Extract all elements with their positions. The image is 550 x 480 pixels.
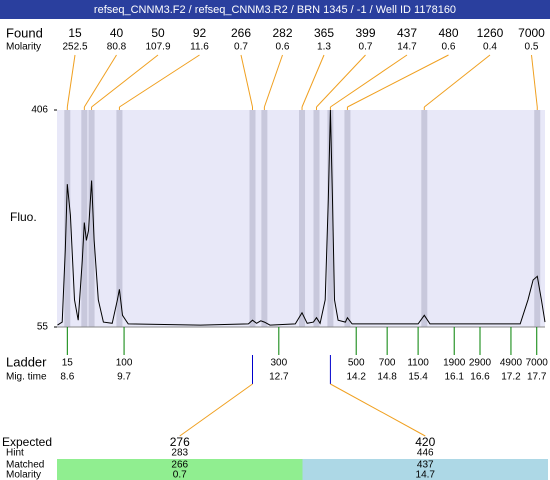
peak-band: [344, 110, 351, 327]
found-molarity: 0.7: [234, 42, 248, 53]
found-size: 1260: [477, 26, 504, 40]
ladder-size: 4900: [500, 358, 523, 369]
peak-connector: [531, 54, 538, 108]
peak-connector: [263, 54, 283, 108]
ladder-size: 100: [116, 358, 133, 369]
y-tick-label: 406: [31, 105, 48, 116]
found-size: 437: [397, 26, 417, 40]
peak-connector: [91, 54, 159, 108]
expected-matched: 266: [171, 460, 188, 471]
found-size: 266: [231, 26, 251, 40]
matched-bar: [302, 459, 548, 480]
ladder-time: 17.2: [501, 372, 521, 383]
peak-band: [261, 110, 268, 327]
peak-band: [249, 110, 256, 327]
peak-band: [534, 110, 541, 327]
found-molarity: 0.7: [359, 42, 373, 53]
found-molarity: 11.6: [190, 42, 209, 53]
ladder-time: 17.7: [527, 372, 547, 383]
found-molarity: 0.6: [276, 42, 290, 53]
found-size: 40: [110, 26, 124, 40]
found-molarity: 252.5: [62, 42, 87, 53]
ladder-size: 700: [379, 358, 396, 369]
peak-connector: [240, 54, 253, 108]
ladder-time: 12.7: [269, 372, 289, 383]
expected-row-label: Molarity: [6, 470, 41, 480]
peak-connector: [301, 54, 325, 108]
expected-connector: [179, 383, 253, 437]
matched-bar: [57, 459, 303, 480]
found-size: 50: [151, 26, 165, 40]
ladder-time: 14.2: [346, 372, 366, 383]
ladder-time: 9.7: [117, 372, 131, 383]
peak-connector: [347, 54, 449, 108]
peak-band: [313, 110, 320, 327]
y-axis-label: Fluo.: [10, 210, 37, 224]
molarity-label: Molarity: [6, 42, 41, 53]
found-molarity: 107.9: [145, 42, 170, 53]
found-molarity: 80.8: [107, 42, 127, 53]
ladder-size: 1900: [443, 358, 466, 369]
peak-band: [299, 110, 306, 327]
peak-band: [116, 110, 123, 327]
ladder-size: 300: [270, 358, 287, 369]
found-molarity: 0.4: [483, 42, 497, 53]
expected-expected: 276: [170, 435, 190, 449]
found-size: 15: [68, 26, 82, 40]
y-tick-label: 55: [37, 322, 49, 333]
expected-matched: 437: [417, 460, 434, 471]
found-molarity: 0.5: [525, 42, 539, 53]
expected-row-label: Matched: [6, 460, 44, 471]
ladder-size: 2900: [469, 358, 492, 369]
ladder-time: 16.6: [470, 372, 490, 383]
found-molarity: 1.3: [317, 42, 331, 53]
ladder-time: 8.6: [60, 372, 74, 383]
peak-connector: [119, 54, 200, 108]
ladder-label: Ladder: [6, 354, 47, 369]
found-label: Found: [6, 25, 43, 40]
peak-connector: [316, 54, 366, 108]
peak-connector: [83, 54, 117, 108]
header-bar: [0, 0, 550, 19]
found-size: 7000: [518, 26, 545, 40]
found-size: 365: [314, 26, 334, 40]
found-size: 399: [355, 26, 375, 40]
peak-connector: [66, 54, 76, 108]
expected-row-label: Hint: [6, 448, 24, 459]
expected-molarity: 14.7: [416, 470, 436, 480]
peak-band: [421, 110, 428, 327]
ladder-size: 500: [348, 358, 365, 369]
found-size: 480: [438, 26, 458, 40]
title: refseq_CNNM3.F2 / refseq_CNNM3.R2 / BRN …: [94, 4, 456, 16]
ladder-time: 16.1: [444, 372, 464, 383]
peak-band: [81, 110, 88, 327]
ladder-size: 1100: [407, 358, 429, 369]
trace: [57, 109, 546, 326]
ladder-size: 7000: [526, 358, 549, 369]
expected-connector: [330, 383, 426, 437]
peak-connector: [423, 54, 491, 108]
mig-time-label: Mig. time: [6, 372, 47, 383]
ladder-time: 14.8: [377, 372, 397, 383]
expected-hint: 446: [417, 448, 434, 459]
peak-band: [64, 110, 71, 327]
expected-row-label: Expected: [2, 435, 52, 449]
expected-expected: 420: [415, 435, 435, 449]
peak-band: [327, 110, 334, 327]
expected-hint: 283: [171, 448, 188, 459]
ladder-time: 15.4: [408, 372, 428, 383]
peak-connector: [330, 54, 408, 108]
peak-band: [88, 110, 95, 327]
expected-molarity: 0.7: [173, 470, 187, 480]
found-molarity: 14.7: [397, 42, 417, 53]
ladder-size: 15: [62, 358, 74, 369]
found-molarity: 0.6: [442, 42, 456, 53]
found-size: 282: [272, 26, 292, 40]
found-size: 92: [193, 26, 207, 40]
